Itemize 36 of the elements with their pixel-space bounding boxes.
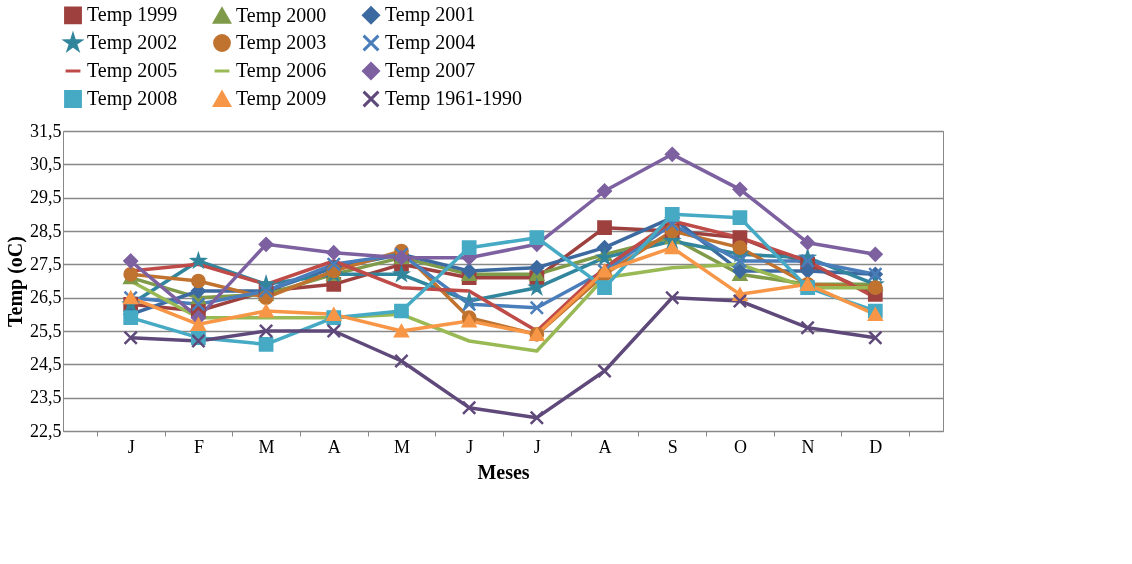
legend-label: Temp 1999	[87, 3, 178, 27]
x-tick-label: F	[193, 436, 204, 457]
x-tick-label: J	[533, 436, 541, 457]
x-tick-label: S	[667, 436, 678, 457]
y-tick-label: 22,5	[30, 420, 62, 441]
y-tick-label: 31,5	[30, 120, 62, 141]
legend-label: Temp 2006	[236, 59, 327, 82]
y-tick-label: 24,5	[30, 353, 62, 374]
legend-label: Temp 2000	[236, 3, 327, 27]
x-tick-label: O	[733, 436, 747, 457]
legend-label: Temp 2002	[87, 31, 178, 54]
x-tick-label: M	[258, 436, 275, 457]
legend-label: Temp 2003	[236, 31, 327, 54]
y-tick-label: 26,5	[30, 287, 62, 308]
x-tick-label: A	[327, 436, 341, 457]
y-tick-label: 30,5	[30, 153, 62, 174]
y-tick-label: 25,5	[30, 320, 62, 341]
y-axis-title: Temp (oC)	[4, 236, 27, 327]
x-tick-label: N	[801, 436, 815, 457]
x-axis-title: Meses	[477, 460, 530, 483]
y-tick-label: 27,5	[30, 253, 62, 274]
y-tick-label: 28,5	[30, 220, 62, 241]
legend-label: Temp 2004	[385, 31, 476, 54]
y-tick-label: 23,5	[30, 387, 62, 408]
legend-label: Temp 2009	[236, 87, 327, 110]
legend-label: Temp 2001	[385, 3, 476, 27]
x-tick-label: J	[127, 436, 135, 457]
legend-label: Temp 1961-1990	[385, 87, 522, 110]
x-tick-label: J	[466, 436, 474, 457]
legend-label: Temp 2008	[87, 87, 178, 110]
legend-label: Temp 2005	[87, 59, 178, 82]
legend-label: Temp 2007	[385, 59, 476, 82]
x-tick-label: M	[393, 436, 410, 457]
y-tick-label: 29,5	[30, 187, 62, 208]
x-tick-label: A	[598, 436, 612, 457]
x-tick-label: D	[869, 436, 883, 457]
